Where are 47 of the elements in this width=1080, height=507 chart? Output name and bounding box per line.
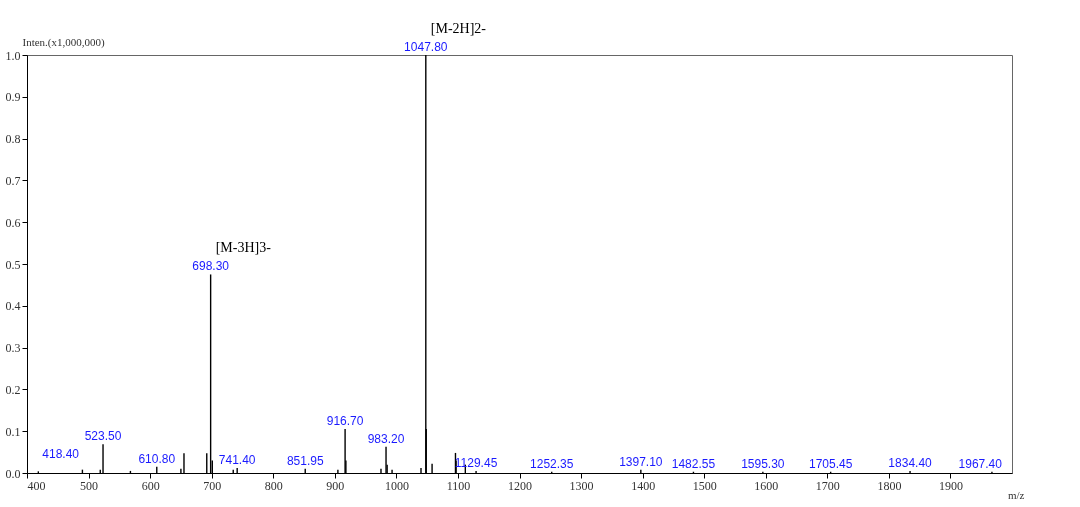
x-tick-label: 700 (203, 478, 222, 493)
y-tick-label: 0.3 (5, 341, 21, 356)
x-tick-label: 1700 (815, 478, 840, 493)
x-tick-label: 1800 (877, 478, 902, 493)
text: 1834.40 (888, 455, 932, 470)
y-axis-title: Inten.(x1,000,000) (22, 35, 106, 49)
text: 523.50 (84, 429, 122, 444)
x-tick-label: 1600 (754, 478, 779, 493)
text: 1397.10 (619, 454, 663, 469)
x-tick-label: 1100 (446, 478, 471, 493)
x-tick-label: 1500 (692, 478, 717, 493)
text: 1595.30 (741, 456, 785, 471)
y-tick-label: 0.5 (5, 257, 21, 272)
x-tick-label: 800 (264, 478, 283, 493)
x-tick-label: 400 (27, 478, 46, 493)
text: 741.40 (218, 452, 256, 467)
text: 916.70 (326, 414, 364, 429)
y-tick-label: 1.0 (5, 48, 21, 63)
text: 1047.80 (404, 40, 448, 54)
y-tick-label: 0.0 (5, 466, 21, 481)
x-tick-label: 1900 (938, 478, 963, 493)
y-tick-label: 0.8 (5, 132, 21, 147)
text: 1482.55 (671, 456, 716, 471)
annotation: [M-2H]2- (430, 21, 487, 36)
x-tick-label: 600 (141, 478, 160, 493)
x-tick-label: 900 (326, 478, 345, 493)
text: 1252.35 (530, 456, 574, 471)
text: 610.80 (138, 451, 176, 466)
x-tick-label: 500 (80, 478, 99, 493)
text: 851.95 (286, 453, 324, 468)
x-tick-label: 1200 (508, 478, 532, 493)
text: 983.20 (367, 431, 405, 446)
y-tick-label: 0.2 (5, 382, 21, 397)
text: 1705.45 (808, 456, 853, 471)
x-axis-title: m/z (1008, 488, 1025, 501)
y-tick-label: 0.1 (5, 424, 21, 439)
y-tick-label: 0.7 (5, 173, 21, 188)
text: 698.30 (192, 259, 229, 274)
text: 1967.40 (958, 456, 1002, 471)
x-tick-label: 1400 (631, 478, 656, 493)
text: 418.40 (42, 447, 80, 462)
annotation: [M-3H]3- (215, 240, 272, 256)
x-tick-label: 1000 (384, 478, 409, 493)
y-tick-label: 0.9 (5, 90, 21, 105)
y-tick-label: 0.6 (5, 215, 21, 230)
y-tick-label: 0.4 (5, 299, 21, 314)
x-tick-label: 1300 (569, 478, 594, 493)
